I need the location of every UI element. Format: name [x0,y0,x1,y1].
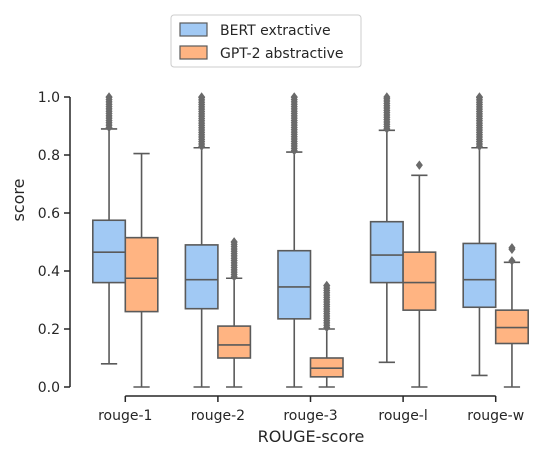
outlier-point [383,92,391,102]
y-tick-label: 0.0 [38,380,60,396]
x-tick-label: rouge-2 [191,408,245,424]
box-group [277,92,312,388]
x-axis-label: ROUGE-score [258,427,365,446]
y-tick-label: 0.6 [38,206,60,222]
outlier-point [475,92,483,102]
outlier-point [508,256,516,266]
outlier-point [230,237,238,247]
box-group [494,243,530,388]
y-tick-label: 0.8 [38,148,60,164]
box-group [402,160,437,388]
x-tick-label: rouge-3 [283,408,337,424]
legend: BERT extractive GPT-2 abstractive [170,14,362,68]
outlier-point [105,92,113,102]
x-tick-label: rouge-w [467,408,524,424]
y-tick-label: 0.4 [38,264,60,280]
box-group [462,92,497,377]
iqr-box [217,325,252,359]
box-group [184,92,219,388]
box-group [92,92,127,365]
outlier-point [323,280,331,291]
iqr-box [369,220,404,284]
iqr-box [124,236,159,313]
outlier-point [508,243,516,253]
x-tick-label: rouge-1 [98,408,152,424]
x-tick-label: rouge-l [378,408,427,424]
box-group [124,152,159,388]
y-tick-label: 0.2 [38,322,60,338]
outlier-point [198,92,206,102]
y-axis-label: score [9,179,28,222]
iqr-box [462,242,497,309]
outlier-point [290,92,298,102]
box-group [309,280,344,388]
box-marks [92,92,530,388]
iqr-box [402,251,437,311]
outlier-point [415,160,423,170]
iqr-box [277,249,312,320]
iqr-box [184,244,219,310]
legend-frame [170,14,362,68]
y-tick-label: 1.0 [38,90,60,106]
box-group [369,92,404,364]
legend-swatch [179,22,208,37]
legend-label: GPT-2 abstractive [220,46,344,62]
axes: 0.0 0.2 0.4 0.6 0.8 1.0 rouge-1 rouge-2 rouge-3 r… [38,90,524,424]
legend-swatch [179,45,208,60]
box-group [217,237,252,388]
legend-label: BERT extractive [220,23,331,39]
